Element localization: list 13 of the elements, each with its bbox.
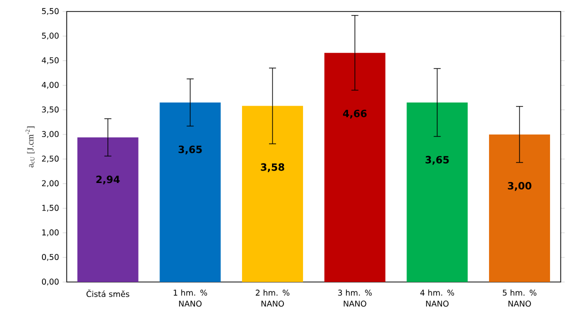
bar [242, 106, 304, 282]
bar [77, 137, 138, 282]
data-label: 3,00 [508, 182, 532, 191]
bar [160, 102, 221, 282]
bar [406, 102, 468, 282]
data-label: 3,65 [426, 156, 449, 165]
data-label: 2,94 [96, 176, 120, 184]
data-label: 3,58 [260, 163, 284, 172]
bar [324, 52, 386, 282]
data-label: 4,66 [343, 110, 367, 119]
y-axis-title: a$_{cU}$ [J.cm$^{-2}$] [26, 126, 35, 168]
data-label: 3,65 [178, 146, 202, 154]
bar [489, 134, 550, 282]
